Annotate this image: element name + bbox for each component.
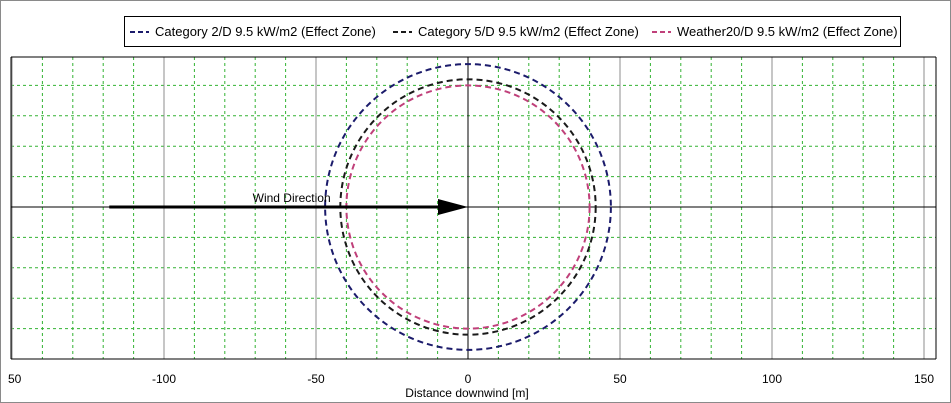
legend-label-category-5d: Category 5/D 9.5 kW/m2 (Effect Zone)	[418, 24, 639, 39]
legend-label-weather20d: Weather20/D 9.5 kW/m2 (Effect Zone)	[677, 24, 898, 39]
legend: Category 2/D 9.5 kW/m2 (Effect Zone) Cat…	[124, 16, 901, 47]
legend-swatch-category-2d	[130, 31, 149, 33]
legend-swatch-weather20d	[652, 31, 671, 33]
legend-label-category-2d: Category 2/D 9.5 kW/m2 (Effect Zone)	[155, 24, 376, 39]
legend-swatch-category-5d	[393, 31, 412, 33]
